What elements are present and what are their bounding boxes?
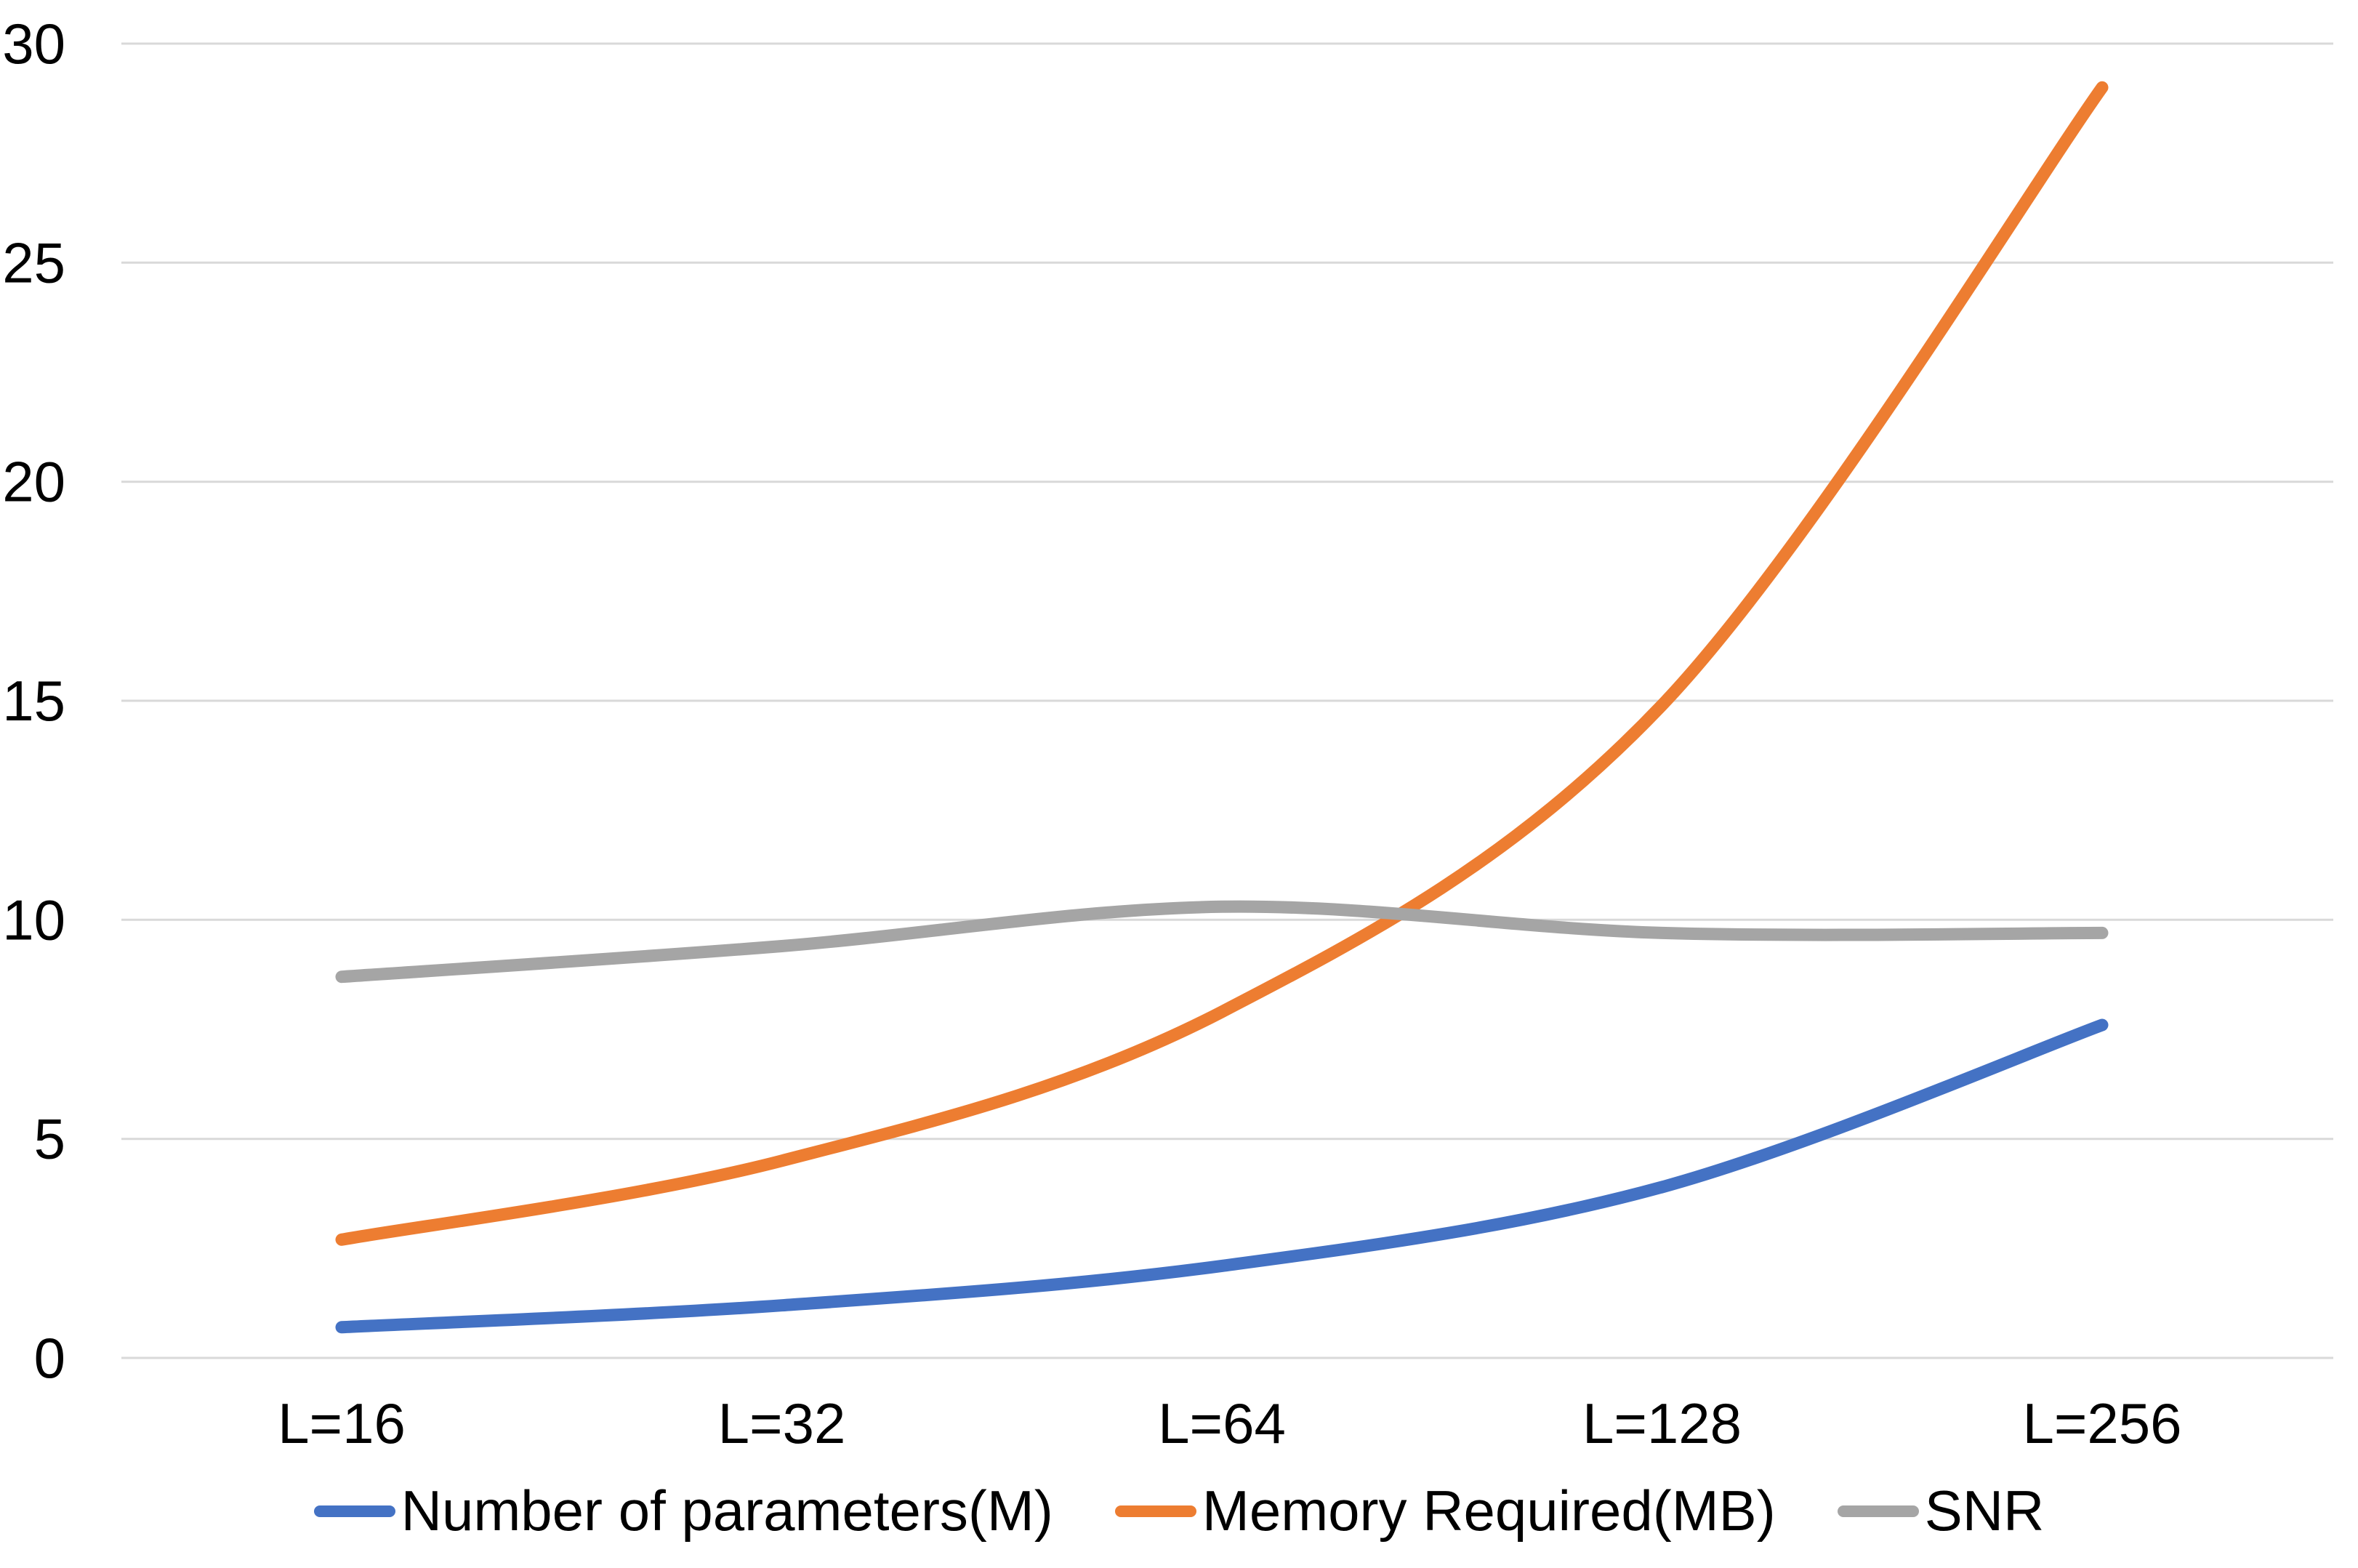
gridlines [121,42,2333,1359]
y-tick-label: 30 [2,12,65,76]
series-lines [335,81,2109,1334]
x-category-label: L=32 [718,1391,846,1455]
legend-item-number-of-parameters: Number of parameters(M) [313,1474,1053,1548]
x-category-label: L=16 [278,1391,406,1455]
y-tick-label: 15 [2,669,65,733]
series-line-snr [335,900,2109,984]
y-tick-label: 20 [2,450,65,514]
chart-legend: Number of parameters(M) Memory Required(… [0,1474,2358,1548]
y-axis-tick-labels: 0 5 10 15 20 25 30 [2,12,65,1390]
legend-label: Memory Required(MB) [1202,1479,1776,1543]
legend-label: Number of parameters(M) [401,1479,1053,1543]
x-axis-category-labels: L=16 L=32 L=64 L=128 L=256 [278,1391,2181,1455]
x-category-label: L=128 [1582,1391,1742,1455]
y-tick-label: 10 [2,888,65,952]
legend-swatch-blue-line-icon [313,1505,395,1517]
x-category-label: L=64 [1158,1391,1286,1455]
x-category-label: L=256 [2022,1391,2181,1455]
y-tick-label: 0 [34,1326,65,1390]
legend-item-memory-required: Memory Required(MB) [1114,1474,1776,1548]
legend-label: SNR [1924,1479,2045,1543]
series-line-memory-required-mb [335,81,2109,1246]
legend-swatch-orange-line-icon [1114,1505,1196,1517]
series-line-number-of-parameters-m [335,1018,2109,1334]
legend-item-snr: SNR [1837,1474,2045,1548]
legend-swatch-gray-line-icon [1837,1505,1919,1517]
y-tick-label: 25 [2,230,65,294]
y-tick-label: 5 [34,1107,65,1171]
